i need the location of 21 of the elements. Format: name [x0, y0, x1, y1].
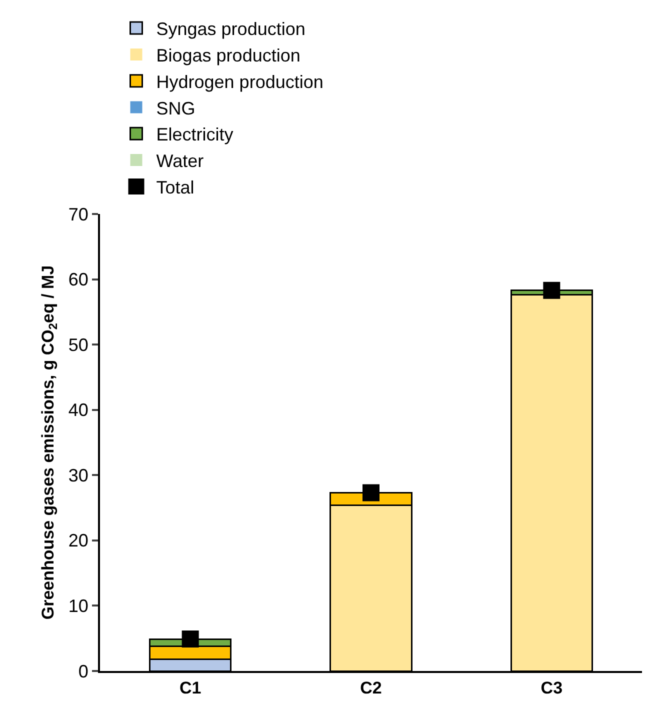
y-tick-label: 60 — [68, 270, 88, 290]
legend-label: SNG — [156, 98, 196, 118]
y-tick-label: 10 — [68, 596, 88, 616]
x-tick-label: C3 — [540, 678, 563, 698]
x-tick-label: C1 — [179, 678, 202, 698]
y-tick-label: 70 — [68, 204, 88, 224]
legend-label: Syngas production — [156, 19, 306, 40]
legend-label: Biogas production — [156, 45, 300, 66]
point — [182, 630, 199, 648]
point — [362, 484, 380, 502]
y-tick-label: 0 — [78, 661, 88, 682]
y-tick-label: 40 — [68, 400, 88, 420]
legend-label: Water — [156, 151, 204, 172]
x-tick-label: C2 — [360, 678, 382, 698]
legend-label: Total — [156, 177, 194, 198]
legend-label: Electricity — [156, 124, 234, 145]
legend-label: Hydrogen production — [156, 72, 324, 92]
y-tick-label: 30 — [68, 465, 88, 486]
point — [543, 282, 560, 299]
y-tick-label: 50 — [68, 334, 88, 355]
y-tick-label: 20 — [68, 530, 88, 551]
